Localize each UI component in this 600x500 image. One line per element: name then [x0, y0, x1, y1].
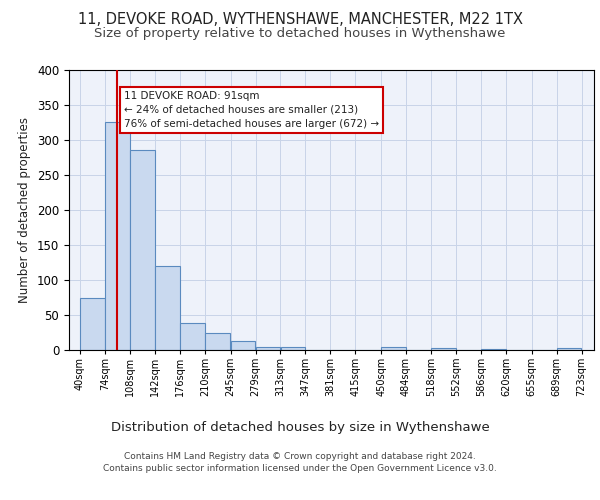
- Text: Size of property relative to detached houses in Wythenshawe: Size of property relative to detached ho…: [94, 28, 506, 40]
- Text: 11, DEVOKE ROAD, WYTHENSHAWE, MANCHESTER, M22 1TX: 11, DEVOKE ROAD, WYTHENSHAWE, MANCHESTER…: [77, 12, 523, 28]
- Bar: [180, 324, 205, 350]
- Text: Contains HM Land Registry data © Crown copyright and database right 2024.
Contai: Contains HM Land Registry data © Crown c…: [103, 452, 497, 473]
- Bar: [481, 348, 506, 350]
- Text: 11 DEVOKE ROAD: 91sqm
← 24% of detached houses are smaller (213)
76% of semi-det: 11 DEVOKE ROAD: 91sqm ← 24% of detached …: [124, 91, 379, 129]
- Bar: [281, 347, 305, 350]
- Bar: [205, 332, 230, 350]
- Bar: [557, 348, 581, 350]
- Bar: [381, 347, 406, 350]
- Bar: [80, 298, 105, 350]
- Text: Distribution of detached houses by size in Wythenshawe: Distribution of detached houses by size …: [110, 421, 490, 434]
- Bar: [231, 341, 256, 350]
- Y-axis label: Number of detached properties: Number of detached properties: [19, 117, 31, 303]
- Bar: [155, 266, 179, 350]
- Bar: [130, 150, 155, 350]
- Bar: [105, 122, 130, 350]
- Bar: [256, 347, 280, 350]
- Bar: [431, 348, 456, 350]
